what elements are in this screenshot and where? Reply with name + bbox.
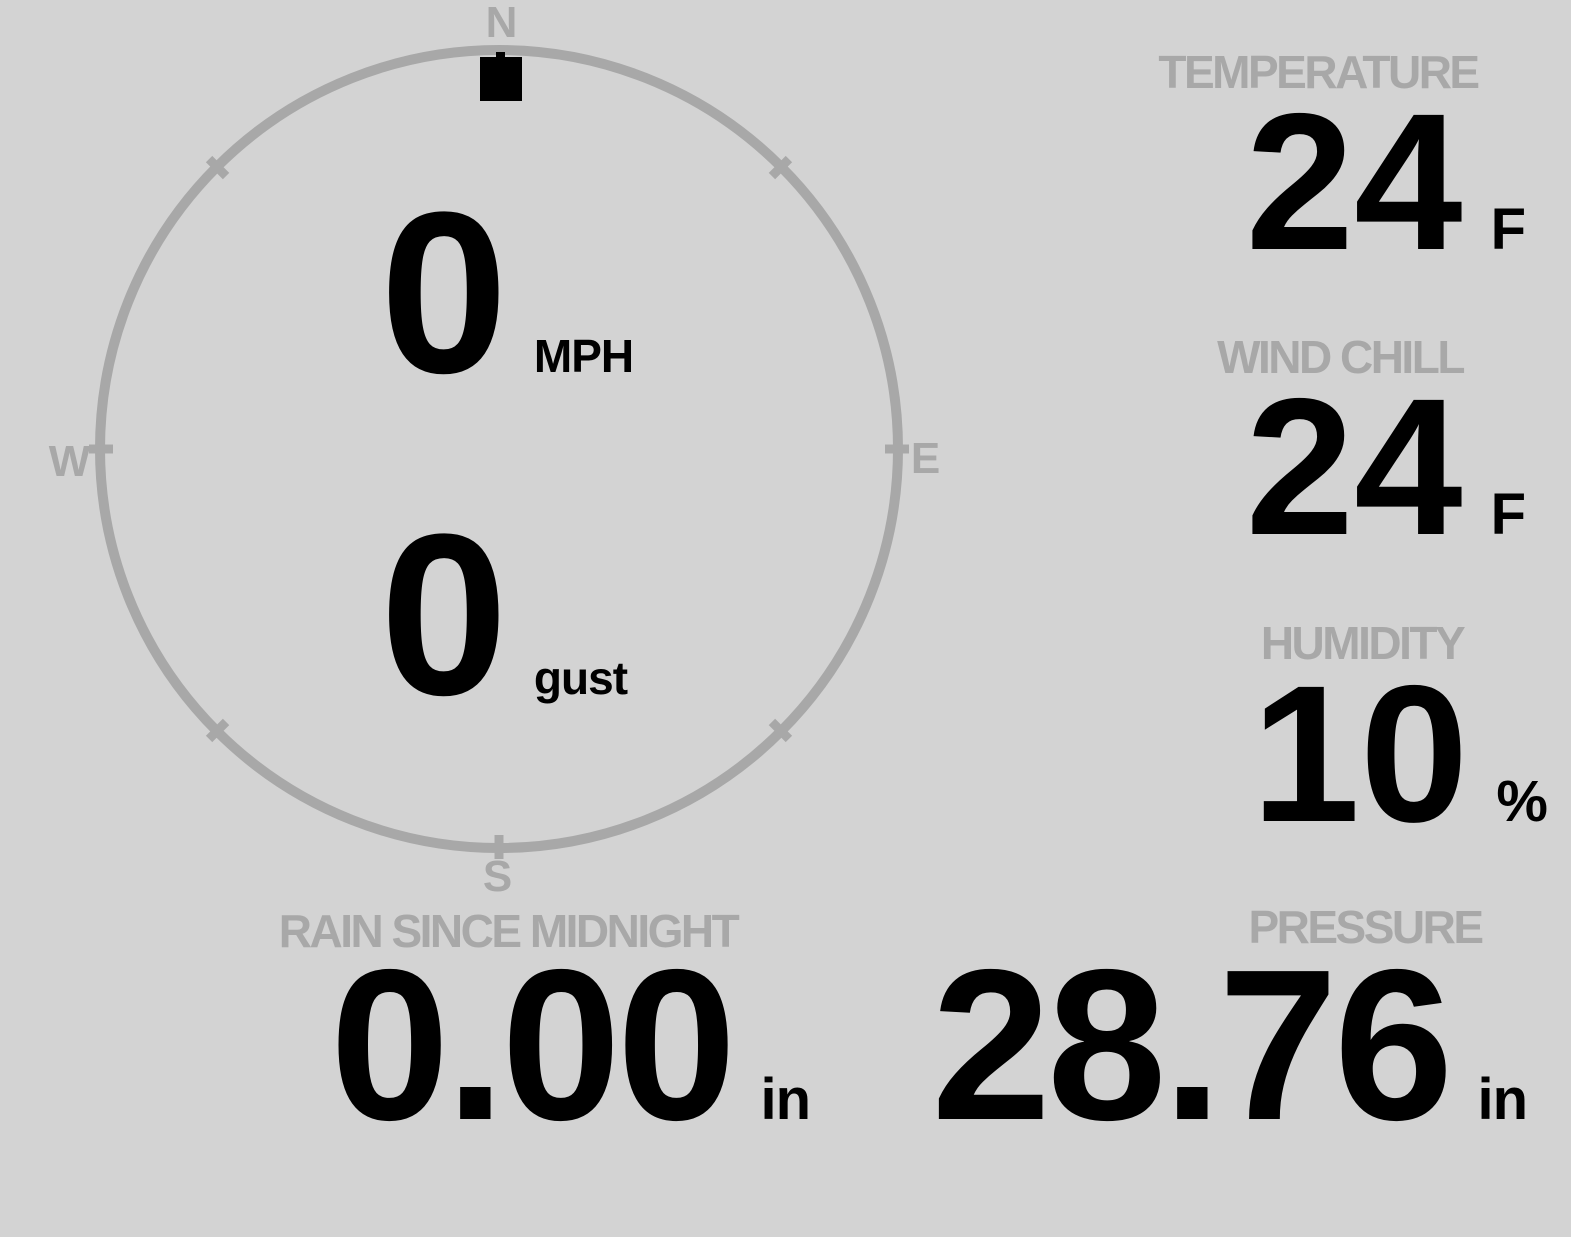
direction-label-west: W	[48, 437, 91, 486]
pressure-unit: in	[1477, 1067, 1528, 1132]
direction-label-north: N	[485, 0, 518, 47]
rain-value: 0.00	[330, 924, 736, 1165]
wind-gust-unit: gust	[533, 652, 628, 704]
wind-gust-value: 0	[380, 486, 508, 743]
pressure-reading: 28.76 in	[931, 924, 1528, 1165]
wind-direction-marker	[480, 52, 522, 101]
humidity-value: 10	[1251, 645, 1469, 863]
wind-speed-unit: MPH	[533, 330, 634, 382]
humidity-reading: 10 %	[1251, 645, 1548, 863]
humidity-label: HUMIDITY	[1260, 617, 1466, 669]
temperature-label: TEMPERATURE	[1158, 46, 1480, 98]
direction-label-east: E	[910, 434, 940, 483]
wind-speed: 0 MPH	[380, 164, 634, 421]
temperature-reading: 24 F	[1245, 73, 1526, 291]
compass-tick-nw	[205, 155, 230, 180]
rain-label: RAIN SINCE MIDNIGHT	[278, 905, 740, 957]
compass-tick-se	[768, 718, 793, 743]
temperature-unit: F	[1490, 197, 1526, 262]
temperature-value: 24	[1245, 73, 1463, 291]
pressure-value: 28.76	[931, 924, 1453, 1165]
rain-reading: 0.00 in	[330, 924, 811, 1165]
wind-chill-unit: F	[1490, 482, 1526, 547]
compass-tick-sw	[205, 718, 230, 743]
rain-unit: in	[760, 1067, 811, 1132]
wind-chill-reading: 24 F	[1245, 358, 1526, 576]
wind-direction-marker-notch	[496, 52, 505, 58]
wind-chill-label: WIND CHILL	[1217, 331, 1465, 383]
compass-tick-ne	[768, 155, 793, 180]
wind-gust: 0 gust	[380, 486, 628, 743]
pressure-label: PRESSURE	[1248, 901, 1484, 953]
wind-speed-value: 0	[380, 164, 508, 421]
direction-label-south: S	[482, 852, 512, 901]
humidity-unit: %	[1496, 769, 1548, 834]
wind-chill-value: 24	[1245, 358, 1463, 576]
